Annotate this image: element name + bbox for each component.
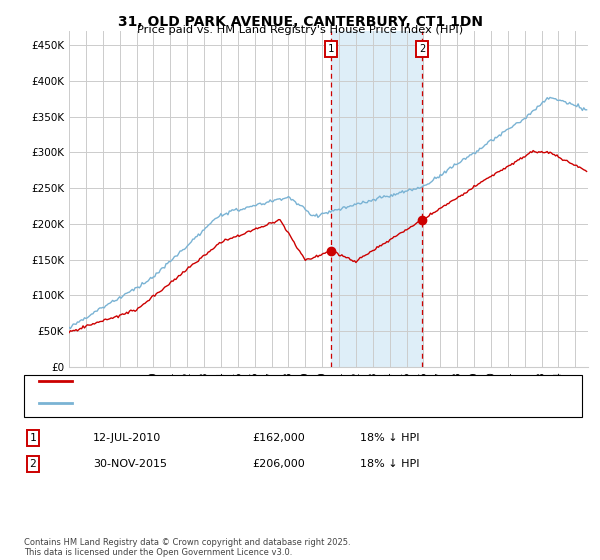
Text: 1: 1: [328, 44, 334, 54]
Text: 31, OLD PARK AVENUE, CANTERBURY, CT1 1DN: 31, OLD PARK AVENUE, CANTERBURY, CT1 1DN: [118, 15, 482, 29]
Bar: [331, 31, 422, 367]
Text: 31, OLD PARK AVENUE, CANTERBURY, CT1 1DN (semi-detached house): 31, OLD PARK AVENUE, CANTERBURY, CT1 1DN…: [78, 376, 447, 385]
Text: HPI: Average price, semi-detached house, Canterbury: HPI: Average price, semi-detached house,…: [78, 398, 359, 408]
Text: 18% ↓ HPI: 18% ↓ HPI: [360, 433, 419, 443]
Text: Price paid vs. HM Land Registry's House Price Index (HPI): Price paid vs. HM Land Registry's House …: [137, 25, 463, 35]
Text: Contains HM Land Registry data © Crown copyright and database right 2025.
This d: Contains HM Land Registry data © Crown c…: [24, 538, 350, 557]
Text: £206,000: £206,000: [252, 459, 305, 469]
Text: 18% ↓ HPI: 18% ↓ HPI: [360, 459, 419, 469]
Text: 12-JUL-2010: 12-JUL-2010: [93, 433, 161, 443]
Text: 1: 1: [29, 433, 37, 443]
Text: 30-NOV-2015: 30-NOV-2015: [93, 459, 167, 469]
Text: 2: 2: [419, 44, 425, 54]
Text: 2: 2: [29, 459, 37, 469]
Text: £162,000: £162,000: [252, 433, 305, 443]
